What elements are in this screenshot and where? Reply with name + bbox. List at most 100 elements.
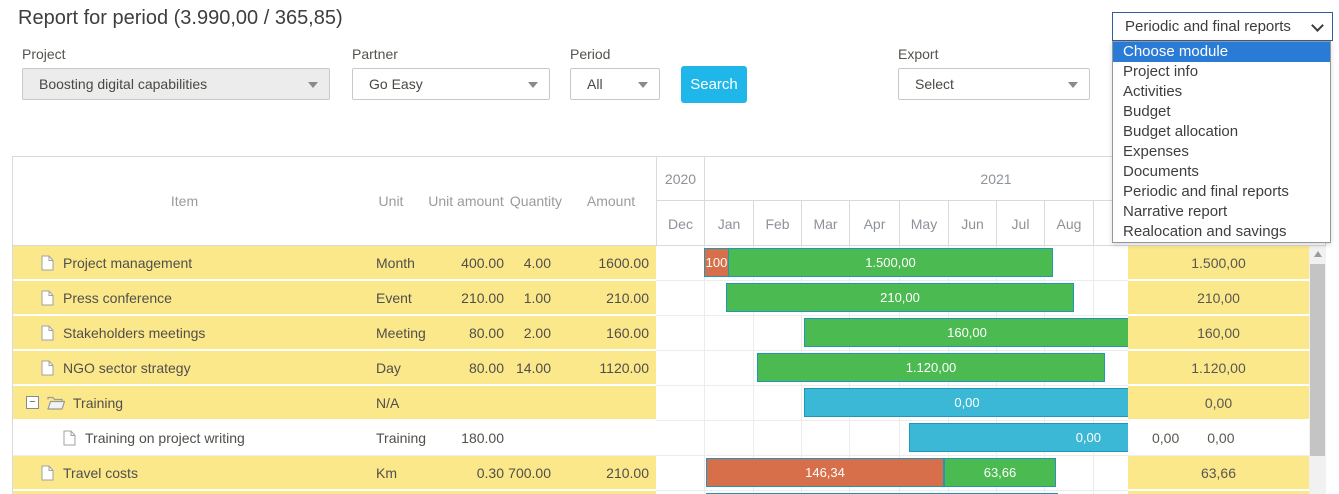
- month-cell: Aug: [1045, 201, 1094, 246]
- chevron-down-icon: [638, 82, 648, 88]
- period-select[interactable]: All: [570, 68, 660, 100]
- amount-cell: 210.00: [606, 464, 649, 481]
- table-row[interactable]: Stakeholders meetings Meeting 80.00 2.00 160…: [13, 316, 1326, 351]
- row-total: 1.500,00: [1191, 254, 1246, 271]
- period-select-value: All: [587, 76, 603, 92]
- module-menu-item[interactable]: Project info: [1123, 63, 1199, 80]
- module-menu-item[interactable]: Budget: [1123, 103, 1171, 120]
- scroll-up-button[interactable]: [1309, 246, 1326, 262]
- gantt-gridline: [704, 351, 705, 385]
- month-cell: Mar: [802, 201, 850, 246]
- module-menu-item[interactable]: Realocation and savings: [1123, 223, 1287, 240]
- unit-cell: Event: [376, 289, 412, 306]
- unit-amount-cell: 0.30: [476, 464, 504, 481]
- gantt-bar[interactable]: 0,00: [804, 388, 1128, 417]
- project-select[interactable]: Boosting digital capabilities: [22, 68, 330, 100]
- unit-cell: Training: [376, 430, 427, 446]
- module-select[interactable]: Periodic and final reports: [1112, 12, 1333, 41]
- row-total: 63,66: [1200, 464, 1237, 481]
- row-total-panel: 63,66: [1128, 456, 1309, 491]
- table-row[interactable]: Press conference Event 210.00 1.00 210.00 210…: [13, 281, 1326, 316]
- gantt-gridline: [704, 386, 705, 420]
- gantt-gridline: [996, 491, 997, 494]
- timeline-years: 2020 2021: [657, 157, 1128, 201]
- gantt-bar-label: 0,00: [1075, 430, 1101, 445]
- gantt-cell: 210,00: [656, 281, 1128, 316]
- year-cell: 2021: [980, 171, 1012, 187]
- module-menu-item[interactable]: Expenses: [1123, 143, 1189, 160]
- gantt-bar-label: 160,00: [947, 325, 987, 340]
- chevron-down-icon: [1068, 82, 1078, 88]
- gantt-bar[interactable]: 160,00: [804, 318, 1128, 347]
- scrollbar-thumb[interactable]: [1310, 264, 1325, 456]
- row-total-panel: 160,00: [1128, 316, 1309, 351]
- month-cell: Dec: [657, 201, 705, 246]
- item-label: Press conference: [63, 289, 172, 306]
- gantt-bar[interactable]: 1.120,00: [757, 353, 1105, 382]
- amount-cell: 160.00: [606, 324, 649, 341]
- table-row[interactable]: Project management Month 400.00 4.00 1600.00…: [13, 246, 1326, 281]
- table-row[interactable]: NGO sector strategy Day 80.00 14.00 1120.00 1…: [13, 351, 1326, 386]
- document-icon: [41, 360, 54, 375]
- chevron-down-icon: [308, 82, 318, 88]
- gantt-gridline: [801, 491, 802, 494]
- gantt-bar[interactable]: 210,00: [726, 283, 1074, 312]
- module-menu-item[interactable]: Choose module: [1113, 42, 1330, 62]
- row-left-panel: Training on project writing Training 180.0…: [13, 421, 656, 456]
- gantt-bar-label: 63,66: [983, 465, 1017, 480]
- row-total: 0,00: [1204, 394, 1233, 411]
- project-label: Project: [22, 46, 66, 62]
- item-label: Training on project writing: [85, 430, 245, 446]
- row-total-panel: [1128, 491, 1309, 494]
- gantt-cell: 160,00: [656, 316, 1128, 351]
- budget-report-table: Item Unit Unit amount Quantity Amount 2020 20…: [12, 156, 1326, 494]
- gantt-gridline: [1093, 491, 1094, 494]
- page-title: Report for period (3.990,00 / 365,85): [18, 7, 343, 29]
- module-select-value: Periodic and final reports: [1125, 18, 1291, 35]
- gantt-bar[interactable]: 63,66: [944, 458, 1056, 487]
- row-left-panel: Press conference Event 210.00 1.00 210.00: [13, 281, 656, 316]
- gantt-cell: 1.120,00: [656, 351, 1128, 386]
- partner-select[interactable]: Go Easy: [352, 68, 550, 100]
- gantt-bar[interactable]: 100: [704, 248, 729, 277]
- table-row[interactable]: Training on project writing Training 180.0…: [13, 421, 1326, 456]
- table-row[interactable]: Travel costs Km 0.30 700.00 210.00 146,34 63,6…: [13, 456, 1326, 491]
- gantt-gridline: [801, 316, 802, 350]
- item-cell: Training on project writing: [13, 430, 356, 446]
- module-menu-item[interactable]: Periodic and final reports: [1123, 183, 1289, 200]
- module-menu-item[interactable]: Budget allocation: [1123, 123, 1239, 140]
- vertical-scrollbar[interactable]: [1309, 246, 1326, 494]
- gantt-bar[interactable]: 1.500,00: [728, 248, 1053, 277]
- export-select[interactable]: Select: [898, 68, 1090, 100]
- timeline-header: 2020 2021 Dec Jan Feb Mar Apr May Jun Jul Aug: [656, 157, 1128, 246]
- row-total: 160,00: [1197, 324, 1240, 341]
- gantt-bar[interactable]: 146,34: [706, 458, 944, 487]
- gantt-gridline: [801, 386, 802, 420]
- collapse-toggle-icon[interactable]: −: [26, 396, 39, 409]
- quantity-cell: 4.00: [523, 254, 551, 271]
- row-total-panel: 0,00 0,00: [1128, 421, 1309, 456]
- row-left-panel: − Training N/A: [13, 386, 656, 421]
- table-row[interactable]: − Training N/A 0,00 0,00: [13, 386, 1326, 421]
- document-icon: [41, 325, 54, 340]
- row-total: 0,00: [1152, 430, 1180, 446]
- item-cell: Press conference: [13, 290, 356, 306]
- gantt-gridline: [704, 456, 705, 490]
- table-body: Project management Month 400.00 4.00 1600.00…: [13, 246, 1326, 494]
- month-cell: Apr: [850, 201, 900, 246]
- search-button[interactable]: Search: [681, 66, 747, 103]
- chevron-down-icon: [1311, 19, 1324, 32]
- gantt-bar[interactable]: 0,00: [909, 423, 1128, 452]
- module-menu-item[interactable]: Documents: [1123, 163, 1199, 180]
- item-label: Stakeholders meetings: [63, 324, 206, 341]
- gantt-gridline: [753, 351, 754, 385]
- item-label: Project management: [63, 254, 193, 271]
- module-menu-item[interactable]: Narrative report: [1123, 203, 1228, 220]
- row-total-panel: 1.500,00: [1128, 246, 1309, 281]
- gantt-cell: 0,00: [656, 421, 1128, 456]
- gantt-bar-label: 1.500,00: [865, 255, 916, 270]
- unit-amount-cell: 80.00: [468, 359, 504, 376]
- gantt-gridline: [753, 386, 754, 420]
- partner-select-value: Go Easy: [369, 76, 423, 92]
- module-menu-item[interactable]: Activities: [1123, 83, 1183, 100]
